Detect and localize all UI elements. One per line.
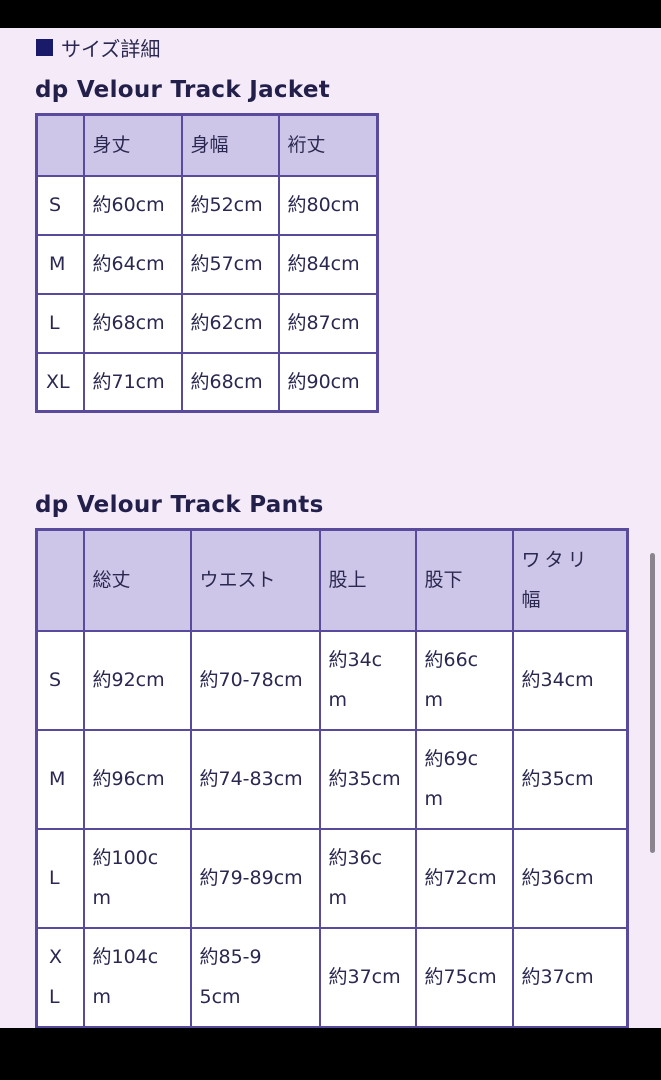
- size-text: XL: [49, 946, 63, 1009]
- table-row: S 約92cm 約70-78cm 約34cm 約66cm 約34cm: [35, 629, 629, 731]
- value-cell: 約92cm: [82, 629, 192, 731]
- size-cell: S: [35, 629, 85, 731]
- value-cell: 約75cm: [414, 926, 514, 1029]
- bottom-bar: [0, 1028, 661, 1080]
- value-cell: 約68cm: [82, 292, 183, 354]
- table-row: XL 約71cm 約68cm 約90cm: [35, 351, 379, 413]
- table-row: S 約60cm 約52cm 約80cm: [35, 174, 379, 236]
- header-cell: 総丈: [82, 528, 192, 632]
- table-row: M 約64cm 約57cm 約84cm: [35, 233, 379, 295]
- value-cell: 約37cm: [511, 926, 629, 1029]
- table-row: L 約68cm 約62cm 約87cm: [35, 292, 379, 354]
- jacket-size-table: 身丈 身幅 裄丈 S 約60cm 約52cm 約80cm M 約64cm 約57…: [35, 113, 379, 413]
- value-cell: 約74-83cm: [189, 728, 321, 830]
- table-row: M 約96cm 約74-83cm 約35cm 約69cm 約35cm: [35, 728, 629, 830]
- value-cell: 約35cm: [318, 728, 417, 830]
- value-cell: 約71cm: [82, 351, 183, 413]
- header-cell: 裄丈: [277, 113, 379, 177]
- scrollbar[interactable]: [650, 553, 655, 853]
- value-cell: 約70-78cm: [189, 629, 321, 731]
- value-cell: 約62cm: [180, 292, 280, 354]
- value-cell: 約34cm: [318, 629, 417, 731]
- table-row: XL 約104cm 約85-95cm 約37cm 約75cm 約37cm: [35, 926, 629, 1029]
- header-cell: ワタリ幅: [511, 528, 629, 632]
- value-cell: 約57cm: [180, 233, 280, 295]
- value-cell: 約85-95cm: [189, 926, 321, 1029]
- pants-title: dp Velour Track Pants: [35, 492, 324, 518]
- value-cell: 約79-89cm: [189, 827, 321, 929]
- size-cell: L: [35, 292, 85, 354]
- value-cell: 約34cm: [511, 629, 629, 731]
- header-cell: [35, 113, 85, 177]
- value-cell: 約84cm: [277, 233, 379, 295]
- table-header-row: 総丈 ウエスト 股上 股下 ワタリ幅: [35, 528, 629, 632]
- value-text: 約104cm: [92, 946, 159, 1009]
- size-cell: S: [35, 174, 85, 236]
- square-bullet-icon: [36, 39, 53, 56]
- size-cell: L: [35, 827, 85, 929]
- pants-size-table: 総丈 ウエスト 股上 股下 ワタリ幅 S 約92cm 約70-78cm 約34c…: [35, 528, 629, 1029]
- size-cell: XL: [35, 926, 85, 1029]
- value-cell: 約52cm: [180, 174, 280, 236]
- header-cell: 身丈: [82, 113, 183, 177]
- section-heading-text: サイズ詳細: [61, 37, 161, 61]
- value-text: 約85-95cm: [199, 946, 262, 1009]
- value-cell: 約72cm: [414, 827, 514, 929]
- value-cell: 約36cm: [318, 827, 417, 929]
- size-cell: M: [35, 233, 85, 295]
- header-text: ワタリ幅: [521, 549, 591, 612]
- header-cell: [35, 528, 85, 632]
- value-cell: 約104cm: [82, 926, 192, 1029]
- size-cell: M: [35, 728, 85, 830]
- table-header-row: 身丈 身幅 裄丈: [35, 113, 379, 177]
- value-cell: 約60cm: [82, 174, 183, 236]
- section-heading: サイズ詳細: [36, 33, 160, 62]
- value-text: 約100cm: [92, 847, 159, 909]
- value-text: 約36cm: [328, 847, 383, 909]
- header-cell: 股上: [318, 528, 417, 632]
- size-cell: XL: [35, 351, 85, 413]
- value-cell: 約64cm: [82, 233, 183, 295]
- value-text: 約34cm: [328, 649, 383, 711]
- top-bar: [0, 0, 661, 28]
- table-row: L 約100cm 約79-89cm 約36cm 約72cm 約36cm: [35, 827, 629, 929]
- header-cell: 股下: [414, 528, 514, 632]
- value-cell: 約80cm: [277, 174, 379, 236]
- value-cell: 約87cm: [277, 292, 379, 354]
- value-cell: 約68cm: [180, 351, 280, 413]
- value-text: 約66cm: [424, 649, 479, 711]
- value-cell: 約69cm: [414, 728, 514, 830]
- value-text: 約69cm: [424, 748, 479, 810]
- value-cell: 約96cm: [82, 728, 192, 830]
- value-cell: 約100cm: [82, 827, 192, 929]
- value-cell: 約66cm: [414, 629, 514, 731]
- value-cell: 約37cm: [318, 926, 417, 1029]
- header-cell: 身幅: [180, 113, 280, 177]
- header-cell: ウエスト: [189, 528, 321, 632]
- jacket-title: dp Velour Track Jacket: [35, 77, 331, 103]
- value-cell: 約35cm: [511, 728, 629, 830]
- value-cell: 約36cm: [511, 827, 629, 929]
- value-cell: 約90cm: [277, 351, 379, 413]
